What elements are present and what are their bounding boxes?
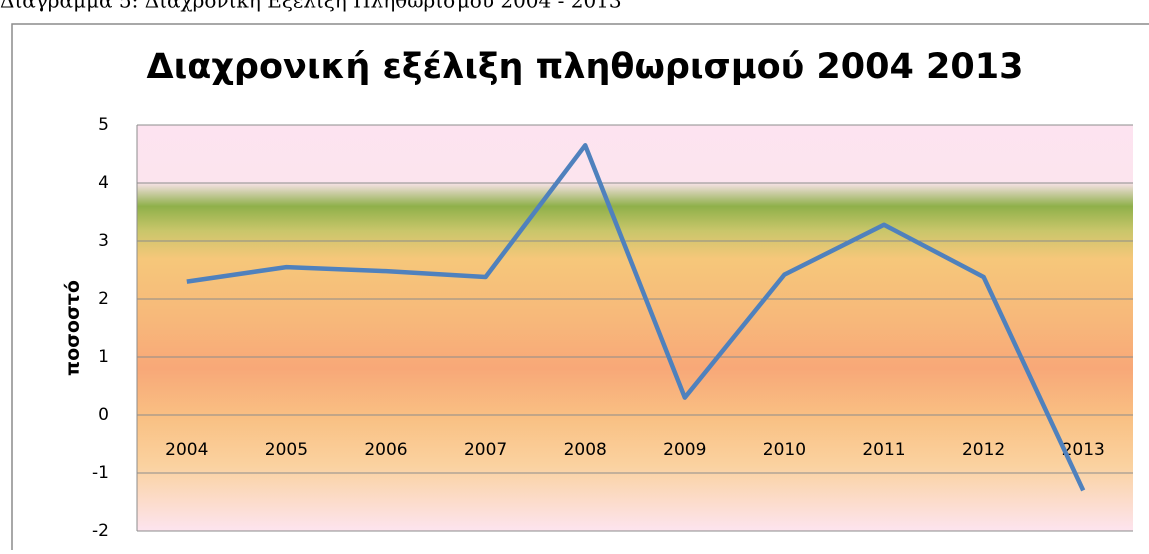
y-tick-label: 5 — [98, 115, 109, 135]
y-tick-label: 0 — [98, 405, 109, 425]
y-tick-label: -1 — [92, 463, 109, 483]
chart-title: Διαχρονική εξέλιξη πληθωρισμού 2004 2013 — [147, 47, 1024, 87]
plot-area — [137, 125, 1133, 531]
caption: Διάγραμμα 5: Διαχρονική Εξέλιξη Πληθωρισ… — [0, 0, 622, 13]
x-tick-label: 2006 — [364, 440, 407, 460]
x-tick-label: 2007 — [464, 440, 507, 460]
y-tick-label: 4 — [98, 173, 109, 193]
x-tick-label: 2010 — [763, 440, 806, 460]
x-tick-label: 2011 — [862, 440, 905, 460]
y-tick-label: 3 — [98, 231, 109, 251]
y-tick-label: 2 — [98, 289, 109, 309]
x-tick-label: 2012 — [962, 440, 1005, 460]
data-line — [186, 143, 1086, 492]
x-tick-label: 2005 — [265, 440, 308, 460]
y-tick-label: -2 — [92, 521, 109, 541]
x-tick-label: 2009 — [663, 440, 706, 460]
x-tick-label: 2008 — [564, 440, 607, 460]
y-tick-label: 1 — [98, 347, 109, 367]
x-tick-label: 2013 — [1062, 440, 1105, 460]
y-axis-label: ποσοστό — [62, 280, 84, 376]
x-tick-label: 2004 — [165, 440, 208, 460]
